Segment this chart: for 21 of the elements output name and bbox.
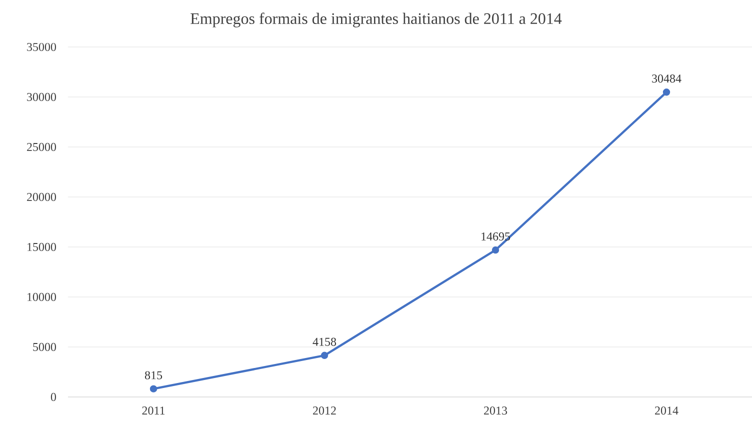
y-tick-label: 20000 — [27, 192, 56, 202]
x-tick-label: 2012 — [313, 406, 336, 415]
data-label: 4158 — [312, 338, 336, 346]
y-tick-label: 35000 — [27, 42, 56, 52]
y-tick-label: 25000 — [27, 142, 56, 152]
y-tick-label: 10000 — [28, 292, 56, 302]
data-label: 14695 — [482, 232, 510, 240]
point — [492, 246, 500, 254]
chart-title: Empregos formais de imigrantes haitianos de 2011 a 2014 — [190, 12, 562, 28]
x-tick-label: 2013 — [484, 406, 508, 415]
point — [150, 385, 158, 392]
y-tick-label: 5000 — [33, 342, 56, 352]
x-tick-label: 2011 — [142, 406, 165, 415]
y-tick-label: 0 — [50, 392, 56, 402]
y-tick-label: 15000 — [28, 242, 56, 252]
point — [662, 88, 670, 96]
data-label: 815 — [144, 371, 162, 380]
point — [320, 352, 328, 360]
data-label: 30484 — [652, 74, 682, 83]
y-tick-label: 30000 — [27, 92, 56, 102]
x-tick-label: 2014 — [655, 406, 678, 415]
